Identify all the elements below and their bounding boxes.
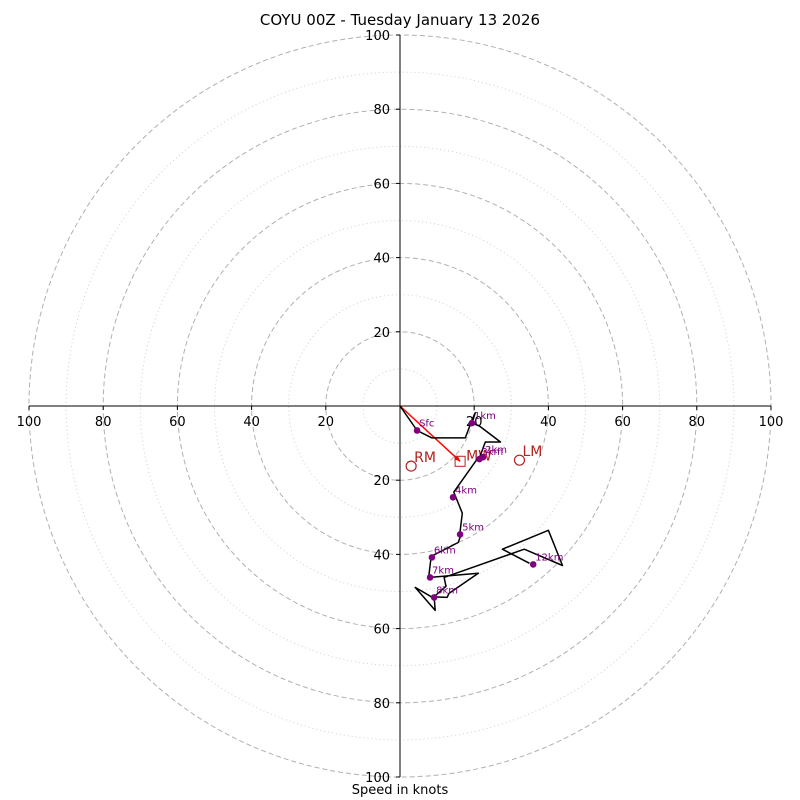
x-tick-label: 100 <box>17 415 42 430</box>
storm-motion-marker <box>405 460 417 472</box>
x-tick-label: 100 <box>759 415 784 430</box>
height-label: 8km <box>436 585 458 596</box>
y-tick-label: 60 <box>373 177 390 192</box>
x-tick-label: 40 <box>243 415 260 430</box>
x-tick-label: 80 <box>689 415 706 430</box>
storm-motion-label: LM <box>522 444 542 460</box>
height-point <box>428 554 436 561</box>
mean-wind-marker <box>454 455 466 467</box>
y-tick-label: 20 <box>373 326 390 341</box>
height-label: 7km <box>432 565 454 576</box>
hodograph-trace <box>399 405 564 612</box>
mean-wind-arrowhead <box>454 455 461 462</box>
y-tick-label: 100 <box>365 29 390 44</box>
hodograph-trace-layer <box>399 405 564 612</box>
storm-motion-markers: RM LM <box>405 444 542 472</box>
height-label: 1km <box>474 411 496 422</box>
y-tick-label: 40 <box>373 252 390 267</box>
x-axis-label: Speed in knots <box>351 783 449 798</box>
height-point <box>430 594 438 601</box>
y-tick-label: 100 <box>365 771 390 786</box>
chart-title: COYU 00Z - Tuesday January 13 2026 <box>259 11 541 29</box>
tick-labels: 1008060402020406080100100806040202040608… <box>17 29 784 786</box>
height-point <box>529 561 537 568</box>
height-point <box>456 531 464 538</box>
height-label: 4km <box>455 485 477 496</box>
y-tick-label: 60 <box>373 623 390 638</box>
x-tick-label: 40 <box>540 415 557 430</box>
y-tick-label: 80 <box>373 103 390 118</box>
y-tick-label: 80 <box>373 697 390 712</box>
y-tick-label: 20 <box>373 474 390 489</box>
height-label: 3km <box>481 447 503 458</box>
height-point <box>476 455 483 463</box>
height-point <box>449 493 457 501</box>
height-label: Sfc <box>419 418 434 429</box>
height-label: 12km <box>535 552 563 563</box>
storm-motion-label: RM <box>414 450 436 466</box>
height-label: 6km <box>434 545 456 556</box>
y-tick-label: 40 <box>373 548 390 563</box>
height-label: 5km <box>462 522 484 533</box>
height-point <box>468 419 476 427</box>
height-label: 2km <box>485 445 507 456</box>
height-point <box>413 427 421 434</box>
x-tick-label: 60 <box>614 415 631 430</box>
height-point <box>426 574 434 581</box>
mean-wind-arrow <box>399 405 461 462</box>
x-tick-label: 20 <box>318 415 335 430</box>
storm-motion-marker <box>513 454 526 466</box>
x-tick-label: 80 <box>95 415 112 430</box>
x-tick-label: 60 <box>169 415 186 430</box>
